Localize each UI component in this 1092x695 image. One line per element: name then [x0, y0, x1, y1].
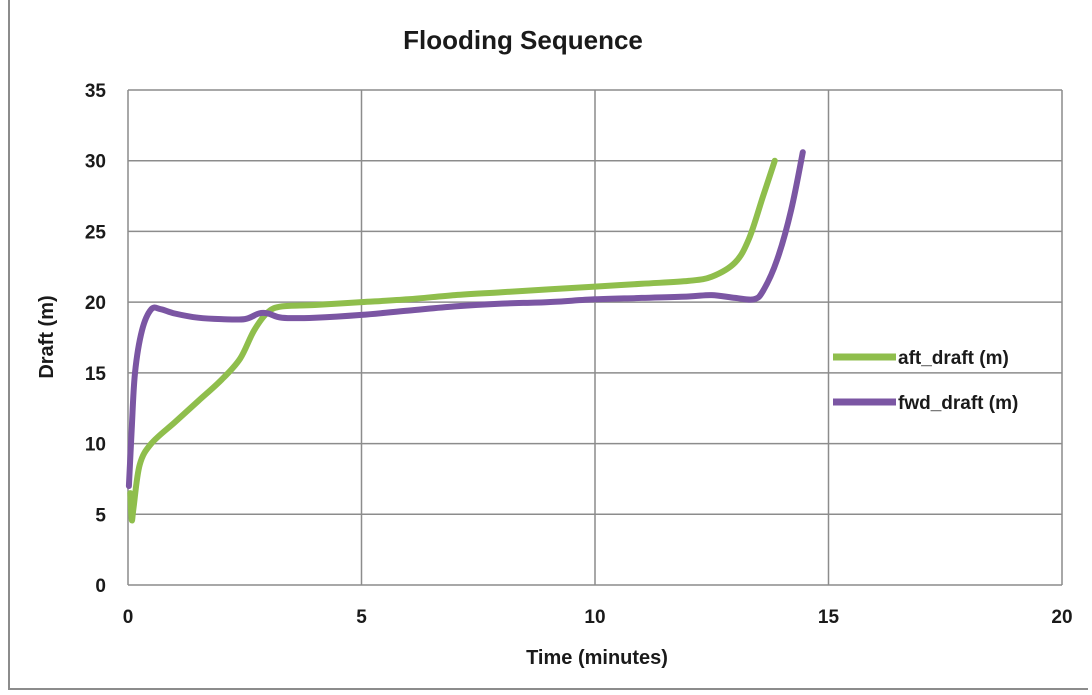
chart-title: Flooding Sequence	[403, 25, 643, 55]
grid-lines	[127, 89, 1063, 586]
x-tick-label: 5	[356, 607, 367, 628]
y-axis-label: Draft (m)	[36, 295, 58, 378]
legend-label-fwd-draft: fwd_draft (m)	[898, 393, 1018, 414]
y-tick-label: 30	[85, 152, 106, 173]
y-tick-label: 10	[85, 435, 106, 456]
chart-frame: Flooding Sequence 0 5 10 15 20 25 30 35 0 5 10 15 20…	[8, 0, 1088, 690]
y-tick-label: 15	[85, 364, 107, 385]
series-line-aft-draft	[127, 157, 778, 524]
y-tick-label: 0	[95, 576, 106, 597]
x-axis-label: Time (minutes)	[526, 647, 668, 669]
y-tick-label: 35	[85, 81, 107, 102]
x-tick-label: 15	[818, 607, 840, 628]
y-tick-label: 25	[85, 222, 107, 243]
legend: aft_draft (m) fwd_draft (m)	[833, 348, 1018, 414]
y-tick-label: 20	[85, 293, 106, 314]
series-line-fwd-draft	[125, 149, 806, 489]
x-tick-label: 20	[1051, 607, 1072, 628]
y-tick-label: 5	[95, 505, 106, 526]
line-chart: Flooding Sequence 0 5 10 15 20 25 30 35 0 5 10 15 20…	[36, 25, 1073, 669]
x-tick-label: 10	[584, 607, 605, 628]
tick-labels: 0 5 10 15 20 25 30 35 0 5 10 15 20	[85, 81, 1073, 628]
x-tick-label: 0	[123, 607, 134, 628]
series-lines	[125, 149, 806, 524]
legend-label-aft-draft: aft_draft (m)	[898, 348, 1009, 369]
